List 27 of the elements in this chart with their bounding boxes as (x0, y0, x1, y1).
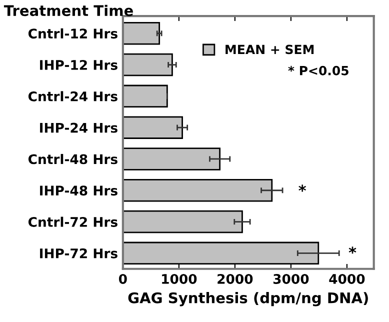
bar (122, 116, 183, 139)
annotation: * (348, 246, 356, 254)
y-tick-label: IHP-72 Hrs (40, 248, 118, 258)
y-tick-label: IHP-12 Hrs (40, 60, 118, 70)
bar (122, 179, 273, 202)
bar (122, 53, 173, 76)
y-tick-label: IHP-24 Hrs (40, 122, 118, 133)
bar (122, 84, 168, 108)
y-tick-label: Cntrl-12 Hrs (28, 28, 118, 39)
y-axis-title: Treatment Time (4, 4, 133, 16)
y-tick-label: IHP-48 Hrs (40, 186, 118, 196)
bar (122, 210, 243, 234)
legend-label: MEAN + SEM (226, 44, 314, 54)
bar (122, 148, 221, 170)
annotation: * P<0.05 (288, 66, 348, 76)
x-tick-label: 3000 (273, 274, 309, 284)
bar (122, 22, 160, 45)
x-tick-label: 2000 (218, 274, 253, 284)
bar (122, 242, 320, 265)
x-tick-label: 0 (118, 274, 127, 284)
y-tick-label: Cntrl-72 Hrs (28, 216, 118, 227)
x-axis-title: GAG Synthesis (dpm/ng DNA) (128, 292, 368, 306)
y-tick-label: Cntrl-48 Hrs (28, 154, 118, 164)
annotation: * (298, 184, 306, 192)
x-tick-label: 1000 (162, 274, 197, 284)
y-tick-label: Cntrl-24 Hrs (28, 91, 118, 102)
x-tick-label: 4000 (329, 274, 365, 284)
